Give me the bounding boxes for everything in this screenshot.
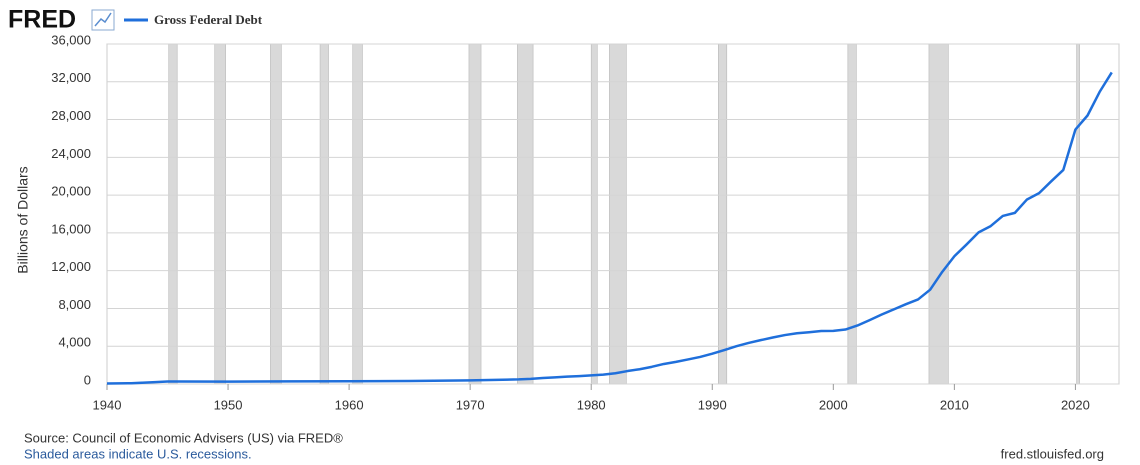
recession-band [270, 43, 282, 385]
x-tick-label: 2020 [1061, 397, 1090, 412]
x-tick-label: 2000 [819, 397, 848, 412]
recession-band [319, 43, 329, 385]
recession-band [590, 43, 598, 385]
y-axis-label: Billions of Dollars [15, 166, 31, 273]
x-tick-label: 2010 [940, 397, 969, 412]
recession-band [847, 43, 857, 385]
legend-label: Gross Federal Debt [154, 12, 263, 27]
recession-band [718, 43, 728, 385]
x-tick-label: 1940 [93, 397, 122, 412]
x-tick-label: 1990 [698, 397, 727, 412]
recession-band [352, 43, 363, 385]
recession-band [609, 43, 627, 385]
logo[interactable]: FRED [8, 6, 76, 34]
recession-band [517, 43, 534, 385]
y-tick-label: 16,000 [51, 221, 91, 236]
source: Source: Council of Economic Advisers (US… [24, 430, 343, 445]
y-tick-label: 0 [84, 372, 91, 387]
recession-band [1076, 43, 1080, 385]
y-tick-label: 28,000 [51, 108, 91, 123]
recession-band [468, 43, 482, 385]
recession-band [928, 43, 949, 385]
x-tick-label: 1950 [214, 397, 243, 412]
recession-band [214, 43, 226, 385]
y-tick-label: 12,000 [51, 259, 91, 274]
logo-icon [91, 9, 115, 31]
recession-band [168, 43, 178, 385]
data-line [106, 71, 1113, 385]
y-tick-label: 32,000 [51, 70, 91, 85]
x-tick-label: 1970 [456, 397, 485, 412]
y-tick-label: 20,000 [51, 184, 91, 199]
y-tick-label: 24,000 [51, 146, 91, 161]
y-tick-label: 8,000 [58, 297, 91, 312]
y-tick-label: 4,000 [58, 335, 91, 350]
x-tick-label: 1980 [577, 397, 606, 412]
y-tick-label: 36,000 [51, 32, 91, 47]
recession-note[interactable]: Shaded areas indicate U.S. recessions. [24, 446, 252, 461]
x-tick-label: 1960 [335, 397, 364, 412]
site[interactable]: fred.stlouisfed.org [1001, 446, 1104, 461]
